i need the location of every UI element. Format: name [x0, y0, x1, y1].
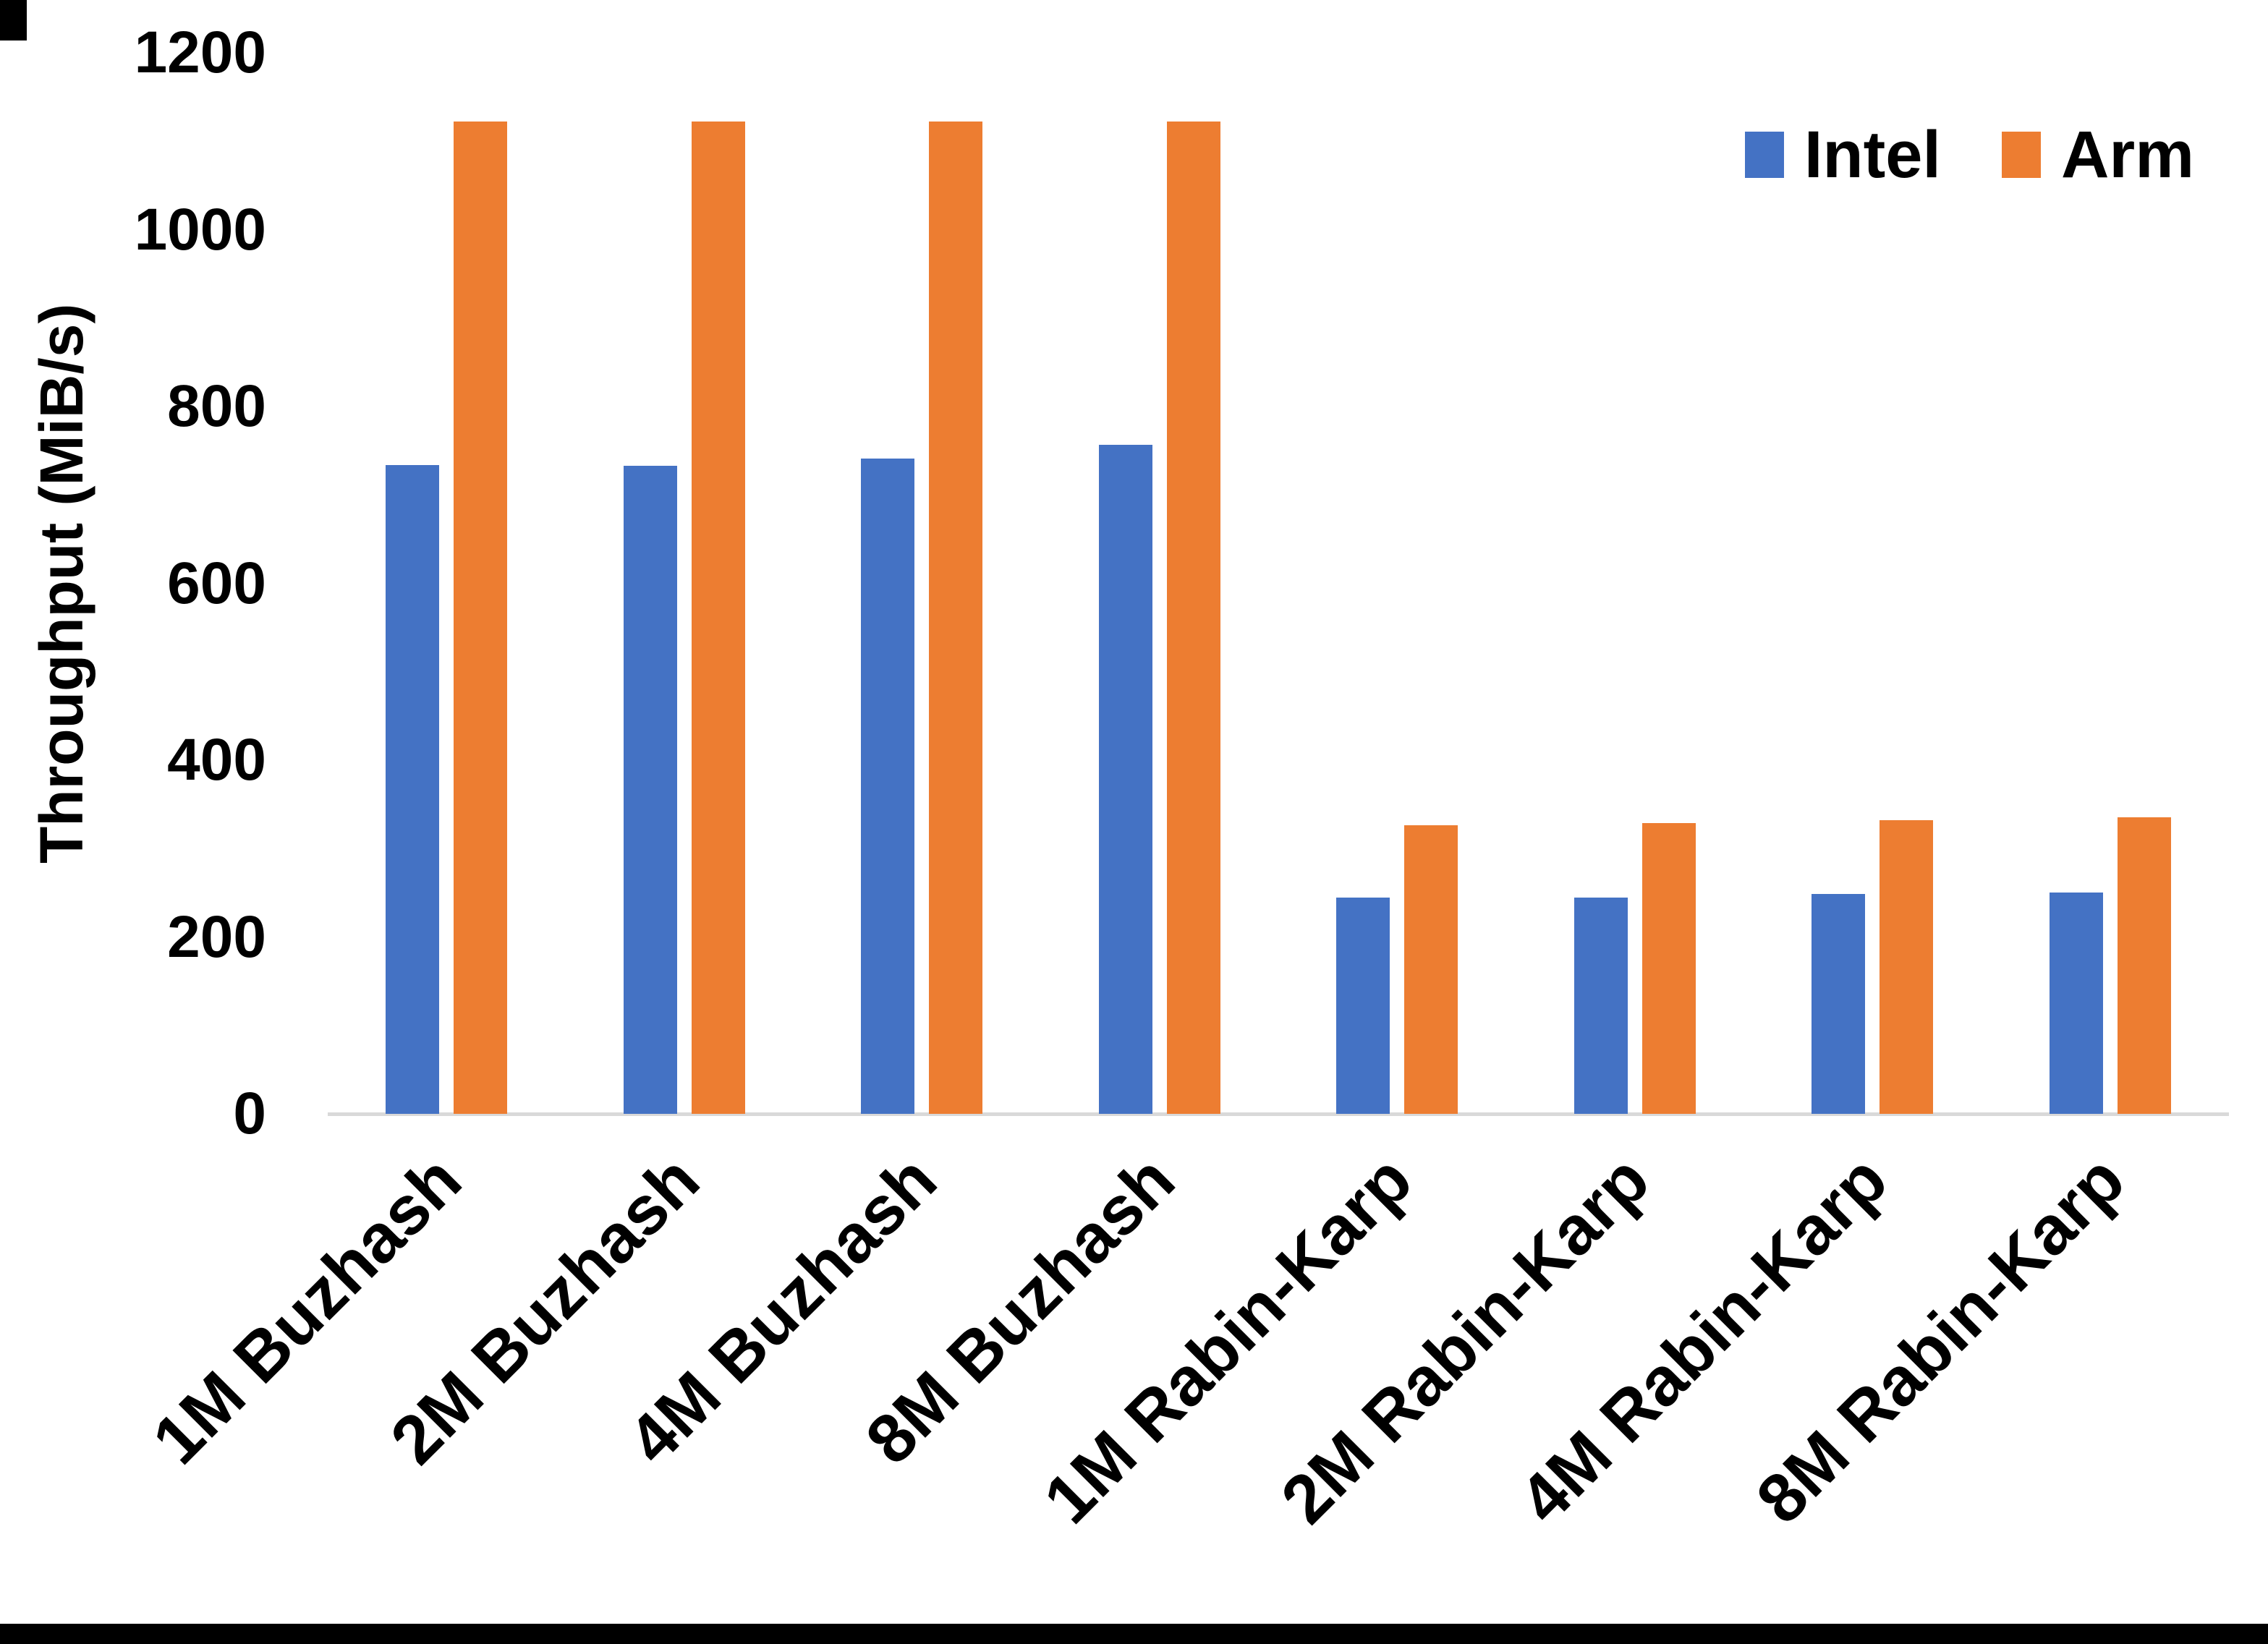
bar-arm-4m-rabin-karp [1880, 820, 1934, 1114]
y-tick-label-800: 800 [167, 373, 266, 439]
y-tick-label-1000: 1000 [134, 196, 266, 263]
bar-intel-1m-buzhash [386, 464, 440, 1114]
legend-label-arm: Arm [2060, 118, 2194, 192]
bottom-border [0, 1624, 2268, 1644]
legend-swatch-arm [2001, 132, 2041, 178]
bar-intel-4m-rabin-karp [1812, 893, 1866, 1114]
bar-intel-8m-buzhash [1098, 444, 1152, 1114]
bar-arm-8m-rabin-karp [2117, 817, 2171, 1114]
bar-arm-8m-buzhash [1166, 122, 1220, 1114]
bar-intel-2m-buzhash [623, 465, 677, 1114]
y-tick-label-200: 200 [167, 903, 266, 970]
bar-arm-4m-buzhash [929, 122, 983, 1114]
legend-item-intel: Intel [1744, 118, 1941, 192]
y-tick-label-1200: 1200 [134, 20, 266, 85]
bar-intel-2m-rabin-karp [1573, 897, 1628, 1114]
plot-area: Intel Arm [328, 53, 2229, 1116]
y-tick-label-600: 600 [167, 550, 266, 616]
y-axis-title: Throughput (MiB/s) [27, 303, 95, 864]
bar-arm-1m-rabin-karp [1404, 825, 1458, 1114]
legend: Intel Arm [1744, 118, 2194, 192]
bar-intel-4m-buzhash [861, 459, 915, 1114]
bar-arm-1m-buzhash [454, 122, 508, 1114]
y-tick-label-400: 400 [167, 727, 266, 793]
legend-item-arm: Arm [2001, 118, 2194, 192]
x-axis-line [328, 1112, 2229, 1116]
bar-intel-8m-rabin-karp [2049, 893, 2103, 1114]
legend-label-intel: Intel [1804, 118, 1941, 192]
y-tick-label-0: 0 [233, 1081, 266, 1146]
bar-arm-2m-rabin-karp [1641, 822, 1696, 1114]
bar-intel-1m-rabin-karp [1336, 897, 1390, 1114]
legend-swatch-intel [1744, 132, 1784, 178]
bar-arm-2m-buzhash [691, 122, 745, 1114]
top-left-border-mark [0, 0, 27, 41]
